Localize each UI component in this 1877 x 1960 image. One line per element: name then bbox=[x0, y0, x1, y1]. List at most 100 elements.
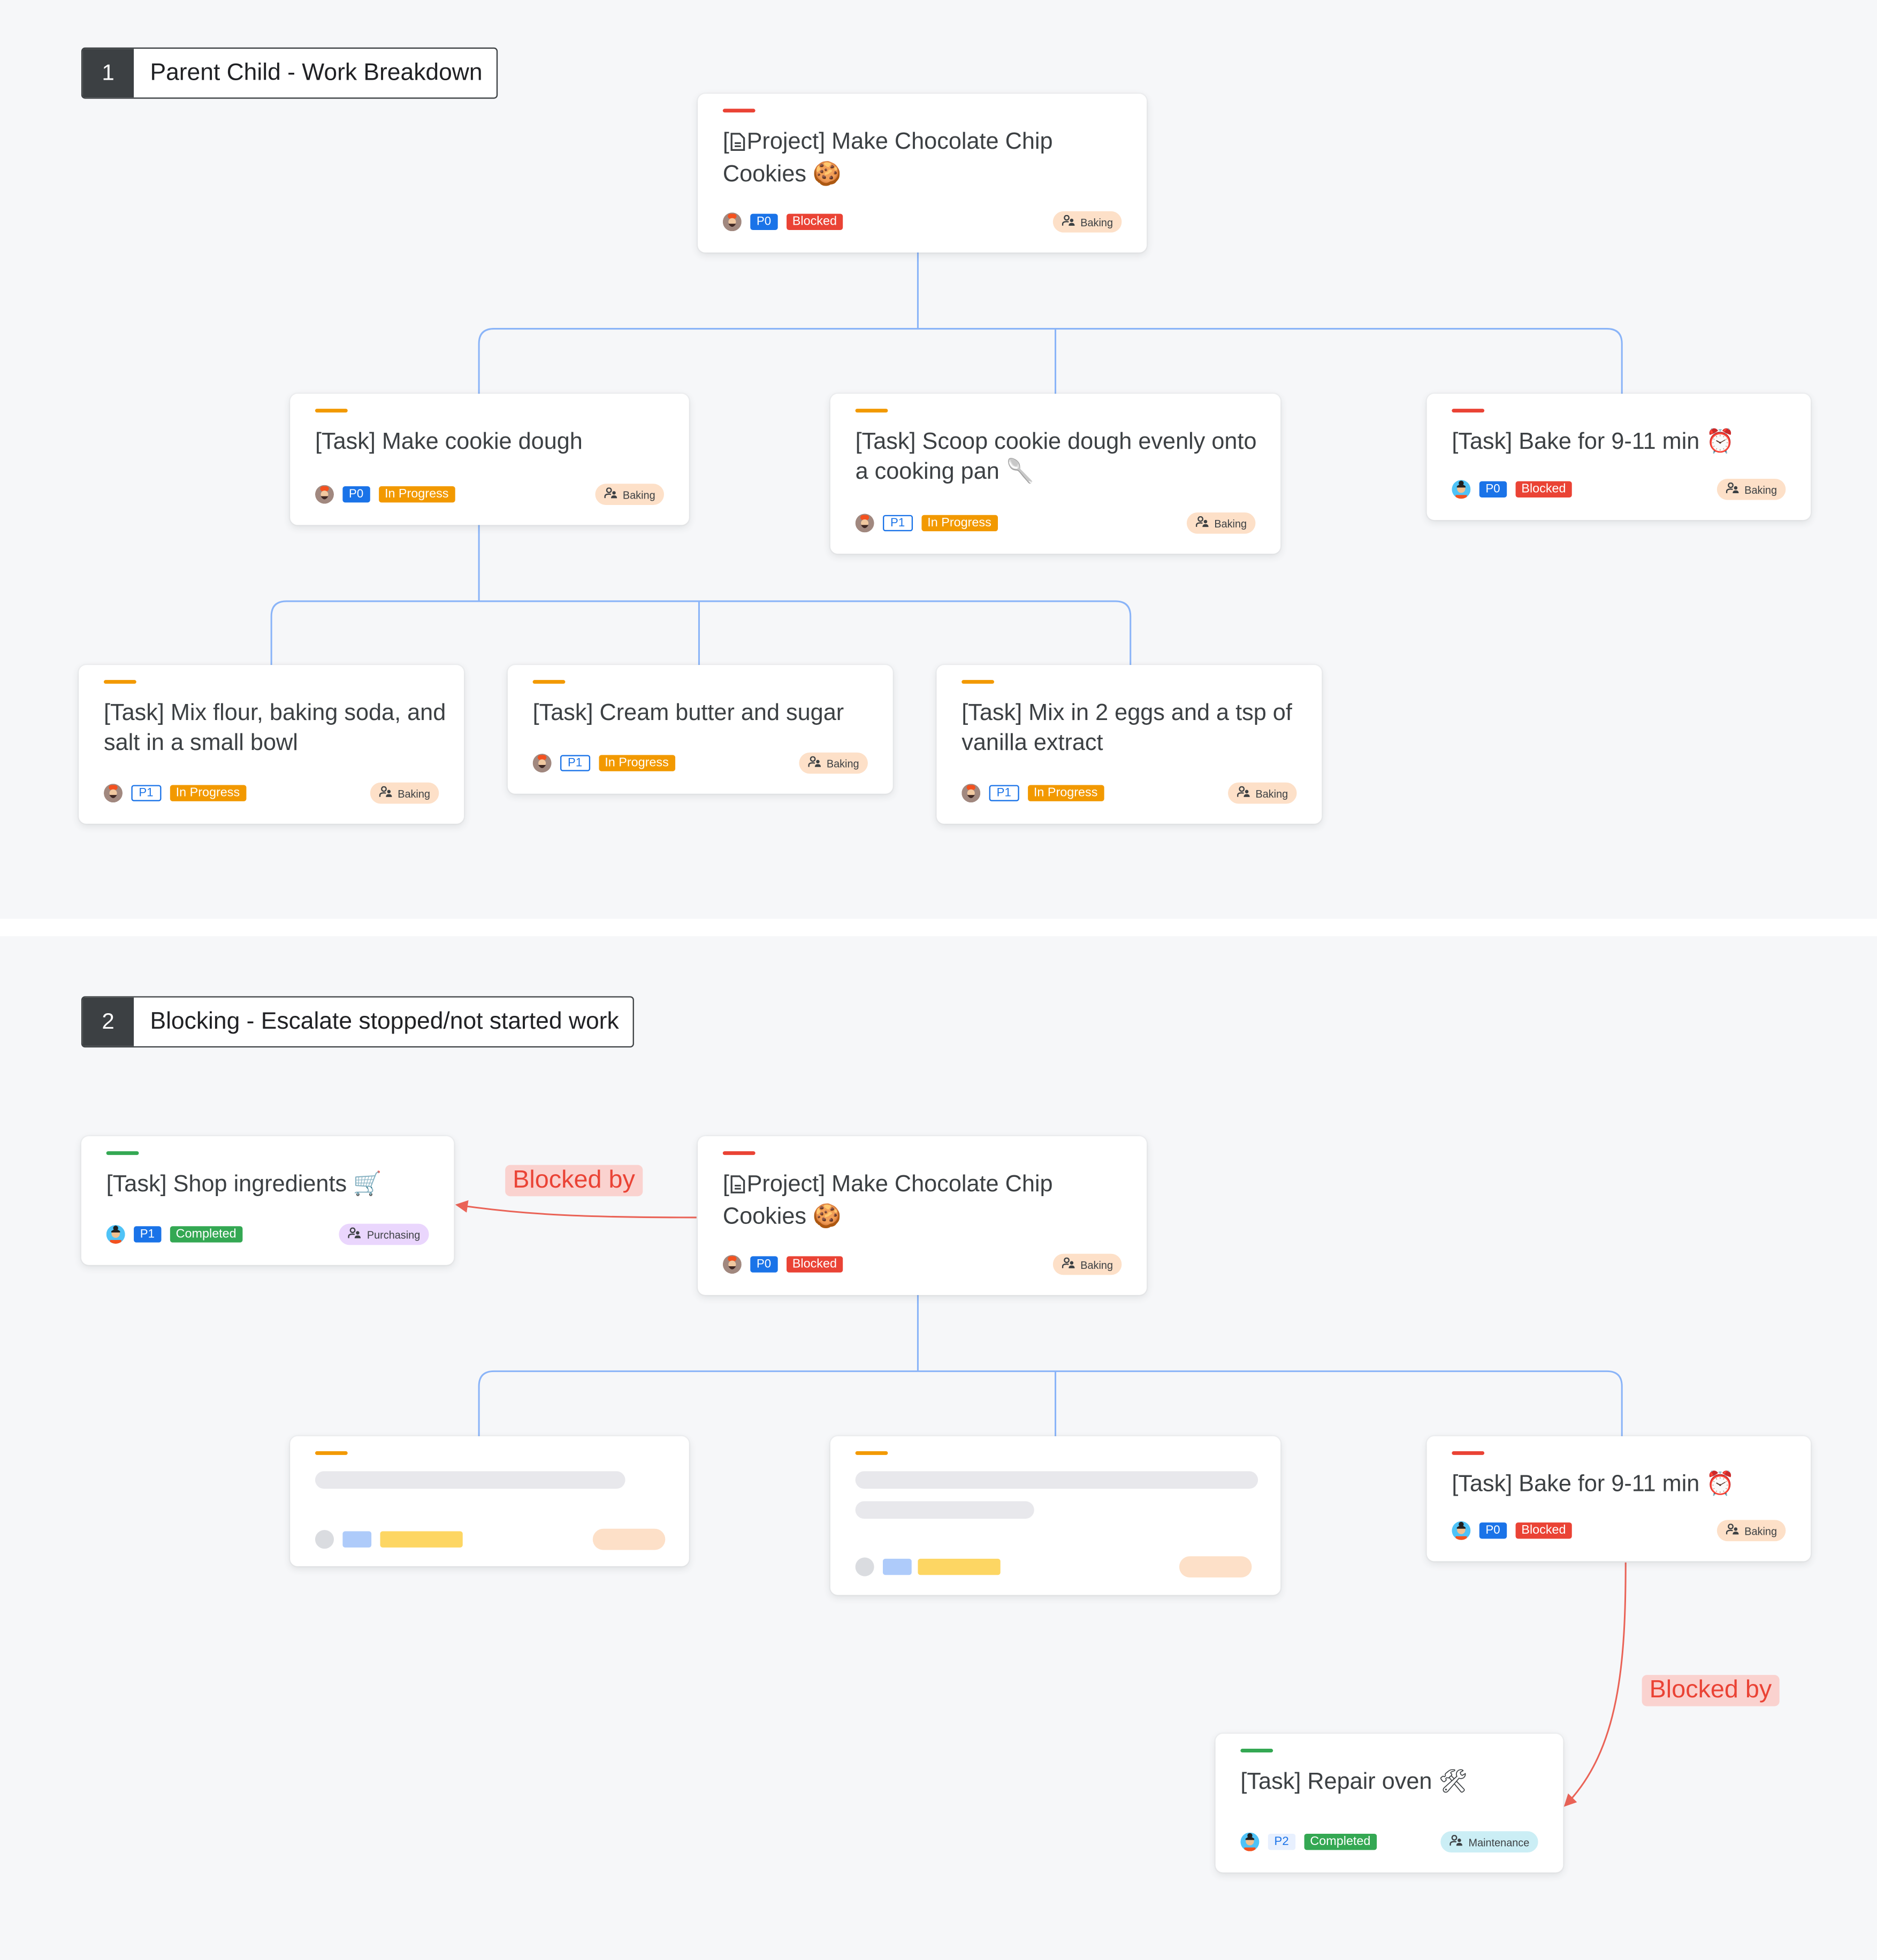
card-footer: P1 In Progress Baking bbox=[855, 512, 1256, 534]
card-accent bbox=[722, 1151, 756, 1155]
placeholder-line bbox=[855, 1501, 1034, 1519]
team-tag-label: Baking bbox=[1255, 786, 1288, 800]
card-footer: P0 Blocked Baking bbox=[1452, 478, 1786, 500]
team-tag[interactable]: Maintenance bbox=[1441, 1831, 1538, 1852]
card-title-text: [Task] Mix in 2 eggs and a tsp of vanill… bbox=[962, 699, 1292, 755]
placeholder-card bbox=[830, 1436, 1281, 1595]
priority-badge: P0 bbox=[1479, 1522, 1507, 1539]
woman-avatar[interactable] bbox=[1452, 1521, 1471, 1540]
team-tag-label: Baking bbox=[1744, 1524, 1777, 1537]
man-avatar[interactable] bbox=[103, 784, 123, 803]
blocked-by-label: Blocked by bbox=[505, 1165, 643, 1197]
people-icon bbox=[1062, 215, 1075, 229]
card-accent bbox=[1452, 1451, 1485, 1455]
document-icon bbox=[730, 129, 745, 159]
priority-badge: P0 bbox=[1479, 481, 1507, 498]
card-title-text: Project] Make Chocolate Chip Cookies bbox=[722, 127, 1053, 187]
team-tag[interactable]: Baking bbox=[1052, 1253, 1122, 1275]
card-footer: P0 Blocked Baking bbox=[722, 211, 1122, 233]
card-title: [Task] Bake for 9-11 min ⏰ bbox=[1452, 1469, 1793, 1499]
people-icon bbox=[1237, 786, 1250, 800]
team-tag-label: Maintenance bbox=[1468, 1835, 1530, 1848]
team-tag[interactable]: Baking bbox=[1186, 512, 1256, 534]
card-footer: P0 In Progress Baking bbox=[315, 484, 665, 506]
team-tag-label: Baking bbox=[1080, 216, 1113, 228]
placeholder-avatar bbox=[855, 1557, 874, 1576]
status-badge: In Progress bbox=[378, 486, 455, 503]
task-card-bake1[interactable]: [Task] Bake for 9-11 min ⏰ P0 Blocked Baking bbox=[1426, 394, 1811, 520]
card-title-text: Project] Make Chocolate Chip Cookies bbox=[722, 1170, 1053, 1229]
card-accent bbox=[1452, 409, 1485, 413]
team-tag-label: Purchasing bbox=[367, 1228, 421, 1241]
task-card-dough[interactable]: [Task] Make cookie dough P0 In Progress Bak… bbox=[290, 394, 689, 525]
card-emoji: 🍪 bbox=[812, 160, 842, 187]
card-title: [Project] Make Chocolate Chip Cookies 🍪 bbox=[722, 127, 1053, 187]
people-icon bbox=[1726, 1523, 1739, 1537]
team-tag[interactable]: Baking bbox=[1052, 211, 1122, 233]
card-footer: P2 Completed Maintenance bbox=[1240, 1831, 1538, 1852]
task-card-repair[interactable]: [Task] Repair oven 🛠 P2 Completed Maintenanc… bbox=[1215, 1734, 1563, 1873]
priority-badge: P2 bbox=[1268, 1833, 1295, 1850]
placeholder-avatar bbox=[315, 1530, 334, 1549]
woman-avatar[interactable] bbox=[1452, 480, 1471, 499]
man-avatar[interactable] bbox=[722, 1255, 742, 1274]
team-tag[interactable]: Baking bbox=[799, 752, 868, 774]
connector-line bbox=[478, 328, 1623, 394]
man-avatar[interactable] bbox=[722, 212, 742, 232]
card-accent bbox=[1240, 1749, 1273, 1753]
card-footer: P1 In Progress Baking bbox=[532, 752, 868, 774]
priority-badge: P1 bbox=[560, 755, 590, 771]
team-tag[interactable]: Baking bbox=[1228, 782, 1297, 804]
team-tag[interactable]: Baking bbox=[370, 782, 439, 804]
task-card-proj1[interactable]: [Project] Make Chocolate Chip Cookies 🍪 P0… bbox=[698, 94, 1147, 253]
team-tag-label: Baking bbox=[1744, 483, 1777, 496]
task-card-shop[interactable]: [Task] Shop ingredients 🛒 P1 Completed Purch… bbox=[81, 1136, 454, 1265]
priority-badge: P0 bbox=[342, 486, 370, 503]
connector-line bbox=[270, 600, 1132, 665]
task-card-mix[interactable]: [Task] Mix flour, baking soda, and salt … bbox=[79, 665, 464, 824]
team-tag[interactable]: Baking bbox=[1716, 1520, 1786, 1542]
placeholder-tag bbox=[592, 1528, 666, 1550]
man-avatar[interactable] bbox=[855, 514, 874, 533]
card-accent bbox=[106, 1151, 139, 1155]
woman-avatar[interactable] bbox=[1240, 1832, 1260, 1851]
task-card-eggs[interactable]: [Task] Mix in 2 eggs and a tsp of vanill… bbox=[936, 665, 1322, 824]
card-footer: P0 Blocked Baking bbox=[1452, 1520, 1786, 1542]
blocked-by-label: Blocked by bbox=[1642, 1675, 1780, 1706]
placeholder-card bbox=[290, 1436, 689, 1566]
task-card-bake2[interactable]: [Task] Bake for 9-11 min ⏰ P0 Blocked Baking bbox=[1426, 1436, 1811, 1561]
task-card-scoop[interactable]: [Task] Scoop cookie dough evenly onto a … bbox=[830, 394, 1281, 554]
card-emoji: 🛒 bbox=[353, 1170, 382, 1197]
team-tag-label: Baking bbox=[1080, 1258, 1113, 1271]
card-title: [Task] Shop ingredients 🛒 bbox=[106, 1169, 437, 1199]
placeholder-line bbox=[315, 1471, 625, 1489]
card-title-text: [Task] Bake for 9-11 min bbox=[1452, 427, 1700, 454]
card-title: [Task] Mix flour, baking soda, and salt … bbox=[104, 698, 446, 757]
man-avatar[interactable] bbox=[532, 754, 552, 773]
card-accent bbox=[855, 1451, 888, 1455]
team-tag[interactable]: Baking bbox=[595, 484, 665, 506]
priority-badge: P1 bbox=[131, 785, 161, 801]
card-footer: P1 Completed Purchasing bbox=[106, 1223, 429, 1245]
man-avatar[interactable] bbox=[315, 485, 334, 504]
priority-badge: P1 bbox=[989, 785, 1019, 801]
status-badge: Completed bbox=[1303, 1833, 1377, 1850]
section-title: Parent Child - Work Breakdown bbox=[150, 59, 483, 86]
man-avatar[interactable] bbox=[962, 784, 981, 803]
woman-avatar[interactable] bbox=[106, 1224, 125, 1244]
card-footer: P0 Blocked Baking bbox=[722, 1253, 1122, 1275]
team-tag[interactable]: Baking bbox=[1716, 478, 1786, 500]
placeholder-line bbox=[855, 1471, 1258, 1489]
card-title: [Task] Repair oven 🛠 bbox=[1240, 1766, 1545, 1796]
status-badge: Completed bbox=[169, 1226, 243, 1243]
task-card-cream[interactable]: [Task] Cream butter and sugar P1 In Progre… bbox=[507, 665, 893, 794]
card-title: [Task] Scoop cookie dough evenly onto a … bbox=[856, 426, 1263, 486]
status-badge: In Progress bbox=[598, 755, 675, 771]
card-accent bbox=[315, 1451, 348, 1455]
team-tag[interactable]: Purchasing bbox=[339, 1223, 429, 1245]
priority-badge: P1 bbox=[882, 515, 913, 532]
card-accent bbox=[532, 680, 566, 684]
people-icon bbox=[1449, 1835, 1463, 1849]
task-card-proj2[interactable]: [Project] Make Chocolate Chip Cookies 🍪 P0… bbox=[698, 1136, 1147, 1295]
